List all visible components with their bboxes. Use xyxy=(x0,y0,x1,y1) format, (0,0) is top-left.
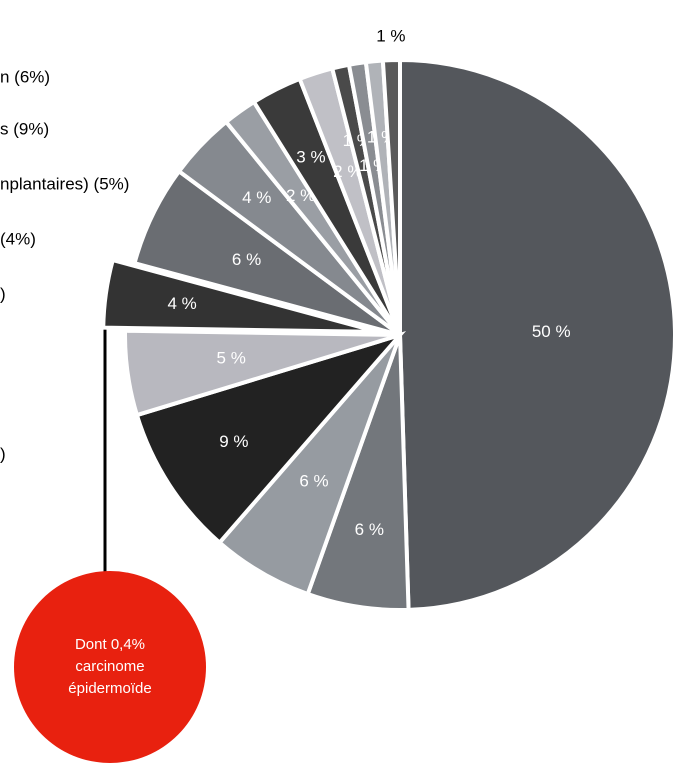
pie-slice xyxy=(101,257,379,334)
legend-label: s (9%) xyxy=(0,119,49,138)
pie-slice xyxy=(380,57,402,336)
slice-label: 4 % xyxy=(168,294,197,313)
pie-slice xyxy=(123,328,401,418)
slice-label: 6 % xyxy=(299,472,328,491)
pie-slice xyxy=(134,331,407,546)
legend-label: n (6%) xyxy=(0,67,50,86)
slice-label: 9 % xyxy=(219,432,248,451)
legend-label: ) xyxy=(0,444,6,463)
legend-label: nplantaires) (5%) xyxy=(0,174,129,193)
slice-label: 3 % xyxy=(296,148,325,167)
slice-label: 1 % xyxy=(376,27,405,46)
slice-label: 4 % xyxy=(242,188,271,207)
annotation-text: carcinome xyxy=(75,658,144,675)
annotation-circle xyxy=(14,571,206,763)
legend-label: (4%) xyxy=(0,229,36,248)
annotation-text: Dont 0,4% xyxy=(75,636,145,653)
legend-label: ) xyxy=(0,284,6,303)
slice-label: 2 % xyxy=(333,162,362,181)
slice-label: 6 % xyxy=(355,520,384,539)
slice-label: 5 % xyxy=(217,348,246,367)
slice-label: 50 % xyxy=(532,322,571,341)
pie-slice xyxy=(398,57,677,612)
annotation-text: épidermoïde xyxy=(68,680,151,697)
slice-label: 6 % xyxy=(232,250,261,269)
